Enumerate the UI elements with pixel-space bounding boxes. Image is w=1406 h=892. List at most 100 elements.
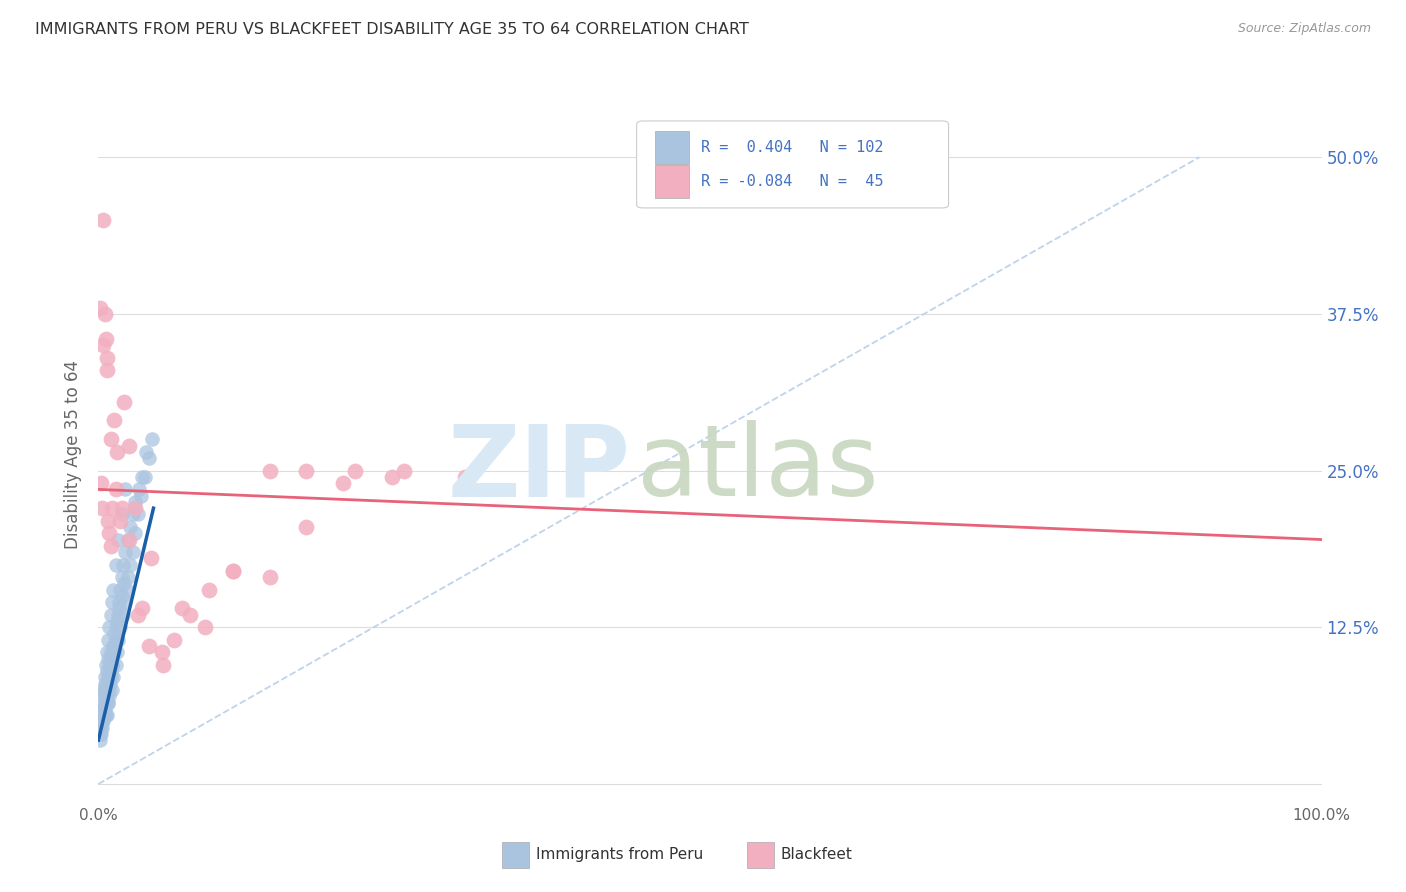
Point — [97, 690, 120, 704]
Point — [222, 564, 245, 578]
Point — [111, 501, 134, 516]
Point — [107, 607, 129, 622]
Point — [259, 570, 281, 584]
Point — [344, 464, 367, 478]
Point — [93, 676, 115, 690]
Point — [98, 657, 121, 672]
Point — [110, 620, 132, 634]
Point — [138, 451, 160, 466]
Point — [100, 664, 122, 678]
Point — [150, 645, 173, 659]
Point — [295, 520, 318, 534]
Point — [105, 614, 128, 628]
Text: Immigrants from Peru: Immigrants from Peru — [536, 847, 703, 863]
Point — [332, 476, 354, 491]
Point — [90, 476, 112, 491]
Point — [93, 670, 115, 684]
Point — [103, 645, 125, 659]
Point — [141, 432, 163, 446]
Point — [107, 533, 129, 547]
Point — [101, 582, 124, 597]
Text: IMMIGRANTS FROM PERU VS BLACKFEET DISABILITY AGE 35 TO 64 CORRELATION CHART: IMMIGRANTS FROM PERU VS BLACKFEET DISABI… — [35, 22, 749, 37]
Point — [138, 639, 160, 653]
Point — [91, 714, 114, 729]
Point — [111, 607, 134, 622]
Point — [97, 670, 120, 684]
Y-axis label: Disability Age 35 to 64: Disability Age 35 to 64 — [65, 360, 83, 549]
Point — [118, 533, 141, 547]
Text: ZIP: ZIP — [447, 420, 630, 517]
Bar — [655, 131, 689, 164]
Point — [120, 520, 142, 534]
Point — [103, 626, 125, 640]
Point — [107, 632, 129, 647]
Point — [114, 545, 136, 559]
Point — [105, 632, 128, 647]
Point — [117, 533, 139, 547]
Point — [98, 683, 121, 698]
Point — [91, 702, 114, 716]
Point — [197, 582, 219, 597]
Point — [100, 539, 122, 553]
Point — [295, 464, 318, 478]
Point — [101, 683, 124, 698]
Point — [94, 657, 117, 672]
Point — [392, 464, 416, 478]
Point — [97, 670, 120, 684]
Point — [97, 696, 120, 710]
Point — [124, 495, 146, 509]
Point — [93, 696, 115, 710]
Point — [101, 595, 124, 609]
Point — [163, 632, 186, 647]
Point — [93, 683, 115, 698]
Point — [96, 708, 118, 723]
Point — [222, 564, 245, 578]
Point — [117, 570, 139, 584]
Point — [115, 582, 138, 597]
Point — [93, 702, 115, 716]
Point — [127, 607, 149, 622]
Point — [104, 558, 127, 572]
Point — [131, 470, 153, 484]
Point — [179, 607, 201, 622]
Point — [101, 639, 124, 653]
Point — [121, 545, 143, 559]
Point — [94, 690, 117, 704]
Point — [97, 632, 120, 647]
Point — [103, 645, 125, 659]
Point — [91, 708, 114, 723]
Point — [112, 576, 135, 591]
Point — [111, 558, 134, 572]
Point — [90, 714, 112, 729]
Point — [91, 708, 114, 723]
Point — [98, 526, 121, 541]
Point — [120, 558, 142, 572]
Point — [111, 508, 134, 522]
Point — [101, 501, 124, 516]
Point — [124, 501, 146, 516]
Point — [100, 670, 122, 684]
Point — [91, 690, 114, 704]
Point — [103, 413, 125, 427]
Point — [100, 607, 122, 622]
Point — [94, 683, 117, 698]
Point — [101, 657, 124, 672]
Point — [112, 394, 135, 409]
Point — [96, 645, 118, 659]
Point — [105, 645, 128, 659]
Point — [110, 514, 132, 528]
Point — [108, 601, 131, 615]
Point — [91, 721, 114, 735]
Point — [101, 639, 124, 653]
Point — [101, 657, 124, 672]
Point — [91, 683, 114, 698]
Point — [90, 727, 112, 741]
Point — [100, 645, 122, 659]
Point — [454, 470, 477, 484]
Text: atlas: atlas — [637, 420, 879, 517]
Point — [118, 438, 141, 452]
Point — [110, 582, 132, 597]
Point — [134, 470, 156, 484]
Point — [128, 483, 150, 497]
Point — [96, 664, 118, 678]
